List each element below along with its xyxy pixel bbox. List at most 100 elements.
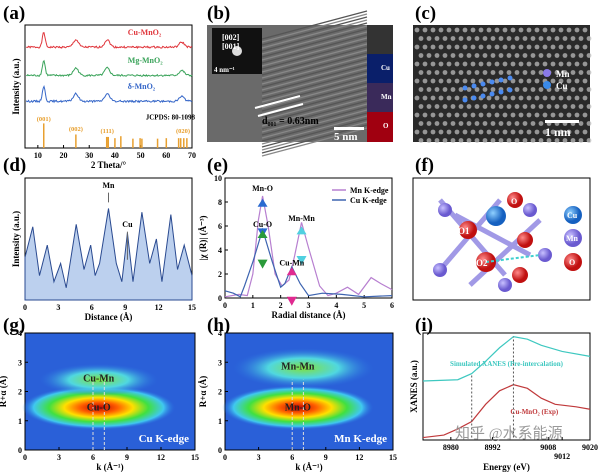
atom-column xyxy=(466,138,472,143)
inset-label-002: [002] xyxy=(222,33,240,42)
atom-column xyxy=(510,44,516,50)
atom-column xyxy=(422,95,428,101)
watermark: 知乎 @水系能源 xyxy=(455,425,563,442)
atom-column xyxy=(478,27,484,33)
atom-column xyxy=(574,95,580,101)
atom-column xyxy=(542,112,548,118)
scale-bar-b: 5 nm xyxy=(334,131,358,143)
atom-column xyxy=(542,129,548,135)
atom-column xyxy=(562,104,568,109)
atom-column xyxy=(418,53,424,58)
cu-site xyxy=(498,89,504,95)
atom-column xyxy=(414,95,420,101)
atom-column xyxy=(534,112,540,118)
atom-column xyxy=(582,27,588,33)
lattice-fringe xyxy=(261,58,368,88)
atom-column xyxy=(450,87,456,92)
atom-column xyxy=(458,138,464,143)
atom-column xyxy=(502,112,508,118)
atom-column xyxy=(570,87,576,92)
arrow-marker xyxy=(257,230,268,238)
lattice-fringe xyxy=(261,64,368,94)
y-axis-label: R+α (Å) xyxy=(198,376,208,407)
x-axis-label: 2 Theta/° xyxy=(91,160,127,170)
haadf-image-c: Mn Cu 1 nm xyxy=(413,25,592,143)
lattice-fringe xyxy=(261,88,368,118)
d-spacing-label: d₀₀₁ = 0.63nm xyxy=(262,116,319,127)
atom-column xyxy=(570,53,576,58)
x-tick-label: 3 xyxy=(307,301,311,310)
atom-column xyxy=(418,87,424,92)
atom-column xyxy=(570,138,576,143)
atom-column xyxy=(422,44,428,50)
x-tick-label: 9012 xyxy=(554,452,570,461)
x-tick-label: 6 xyxy=(290,453,294,462)
atom-column xyxy=(490,53,496,58)
atom-column xyxy=(562,87,568,92)
atom-column xyxy=(458,70,464,75)
y-tick-label: 0 xyxy=(218,446,222,455)
atom-column xyxy=(526,112,532,118)
atom-column xyxy=(486,44,492,50)
atom-column xyxy=(454,78,460,84)
atom-column xyxy=(502,95,508,101)
map-label-o: O xyxy=(383,122,389,130)
atom-column xyxy=(582,112,588,118)
atom-column xyxy=(538,138,544,143)
atom-column xyxy=(558,44,564,50)
atom-column xyxy=(570,70,576,75)
x-tick-label: 12 xyxy=(157,453,165,462)
atom-column xyxy=(430,112,436,118)
atom-column xyxy=(546,104,552,109)
legend-cu-f: Cu xyxy=(567,211,578,220)
atom-column xyxy=(506,36,512,41)
atom-column xyxy=(462,61,468,67)
atom-column xyxy=(546,53,552,58)
atom-column xyxy=(558,112,564,118)
lattice-fringe xyxy=(261,67,368,97)
panel-label-g: (g) xyxy=(3,315,26,336)
series-label: δ-MnO₂ xyxy=(128,82,156,91)
atom-column xyxy=(450,70,456,75)
lattice-fringe xyxy=(261,112,368,142)
atom-column xyxy=(554,87,560,92)
atom-column xyxy=(506,104,512,109)
atom-column xyxy=(550,61,556,67)
y-tick-label: 0 xyxy=(18,446,22,455)
x-tick-label: 70 xyxy=(188,151,196,160)
atom-column xyxy=(586,121,592,126)
atom-column xyxy=(542,44,548,50)
atom-column xyxy=(430,78,436,84)
arrow-marker xyxy=(257,259,268,269)
atom-column xyxy=(414,129,420,135)
atom-column xyxy=(462,129,468,135)
atom-column xyxy=(506,53,512,58)
peak-label: Cu-O xyxy=(253,220,272,229)
atom-label-o1: O1 xyxy=(458,226,470,236)
hkl-label: (020) xyxy=(176,128,190,135)
inset-label-001: [001] xyxy=(222,42,240,51)
lattice-fringe xyxy=(261,127,368,157)
atom-column xyxy=(434,36,440,41)
atom-column xyxy=(494,44,500,50)
atom-column xyxy=(458,121,464,126)
atom-column xyxy=(570,104,576,109)
lattice-fringe xyxy=(261,91,368,121)
atom-column xyxy=(582,78,588,84)
atom-column xyxy=(434,104,440,109)
atom-column xyxy=(462,112,468,118)
legend-entry: Mn K-edge xyxy=(350,186,389,195)
atom-column xyxy=(430,44,436,50)
x-tick-label: 6 xyxy=(91,453,95,462)
atom-column xyxy=(526,44,532,50)
atom-column xyxy=(526,78,532,84)
x-tick-label: 6 xyxy=(390,301,394,310)
atom-column xyxy=(498,138,504,143)
panel-label-c: (c) xyxy=(415,3,437,24)
atom-column xyxy=(414,112,420,118)
atom-column xyxy=(426,87,432,92)
atom-column xyxy=(514,104,520,109)
atom-column xyxy=(494,61,500,67)
atom-column xyxy=(574,61,580,67)
atom-column xyxy=(566,95,572,101)
